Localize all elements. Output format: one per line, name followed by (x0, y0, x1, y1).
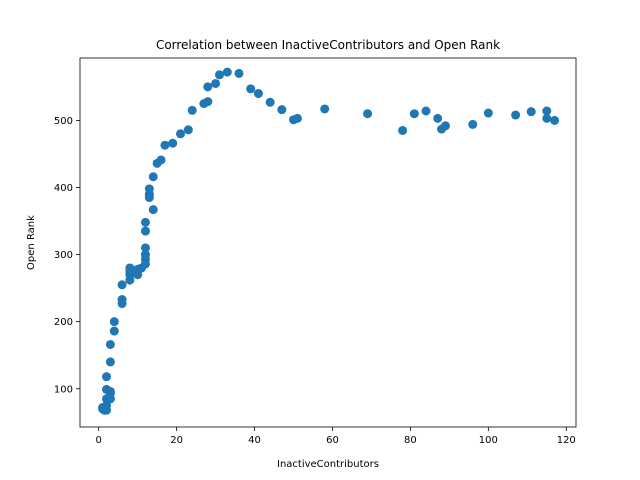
data-point-4 (101, 405, 111, 415)
data-point-33 (144, 184, 154, 194)
data-point-65 (483, 108, 493, 118)
data-point-21 (125, 263, 135, 273)
data-point-30 (140, 217, 150, 227)
x-axis-ticks: 0 20 40 60 80 100 120 (96, 427, 576, 446)
x-tick-label-2: 40 (248, 435, 261, 446)
chart-title: Correlation between InactiveContributors… (156, 38, 500, 52)
data-point-61 (433, 113, 443, 123)
data-point-13 (109, 326, 119, 336)
y-tick-label-4: 500 (54, 116, 73, 127)
points-layer (98, 67, 560, 415)
data-point-28 (140, 243, 150, 253)
data-point-53 (277, 105, 287, 115)
data-point-47 (214, 70, 224, 80)
y-tick-label-2: 300 (54, 250, 73, 261)
data-point-49 (234, 68, 244, 78)
data-point-67 (526, 107, 536, 117)
data-point-16 (117, 295, 127, 305)
x-tick-label-5: 100 (479, 435, 498, 446)
data-point-17 (117, 280, 127, 290)
data-point-27 (140, 250, 150, 260)
data-point-68 (542, 106, 552, 116)
data-point-63 (440, 121, 450, 131)
data-point-38 (160, 140, 170, 150)
data-point-10 (105, 394, 115, 404)
x-axis-label: InactiveContributors (277, 459, 379, 470)
x-tick-label-3: 60 (326, 435, 339, 446)
data-point-52 (265, 97, 275, 107)
data-point-41 (183, 125, 193, 135)
data-point-42 (187, 105, 197, 115)
data-point-69 (542, 113, 552, 123)
data-point-59 (409, 109, 419, 119)
x-tick-label-4: 80 (404, 435, 417, 446)
x-tick-label-6: 120 (557, 435, 576, 446)
data-point-51 (253, 89, 263, 99)
y-tick-label-3: 400 (54, 183, 73, 194)
data-point-11 (105, 357, 115, 367)
y-axis-ticks: 100 200 300 400 500 (54, 116, 80, 395)
data-point-50 (246, 84, 256, 94)
x-tick-label-1: 20 (170, 435, 183, 446)
data-point-66 (511, 110, 521, 120)
data-point-12 (105, 339, 115, 349)
data-point-37 (156, 155, 166, 165)
data-point-39 (168, 138, 178, 148)
data-point-46 (211, 78, 221, 88)
x-tick-label-0: 0 (96, 435, 102, 446)
data-point-44 (203, 97, 213, 107)
data-point-56 (320, 104, 330, 114)
data-point-35 (148, 172, 158, 182)
data-point-40 (176, 129, 186, 139)
y-tick-label-1: 200 (54, 317, 73, 328)
data-point-34 (148, 205, 158, 215)
data-point-70 (550, 115, 560, 125)
data-point-14 (109, 317, 119, 327)
y-tick-label-0: 100 (54, 384, 73, 395)
plot-frame (79, 57, 577, 428)
data-point-60 (421, 106, 431, 116)
data-point-64 (468, 119, 478, 129)
data-point-45 (203, 82, 213, 92)
data-point-7 (101, 372, 111, 382)
data-point-29 (140, 226, 150, 236)
data-point-55 (292, 113, 302, 123)
data-point-57 (363, 109, 373, 119)
data-point-58 (398, 125, 408, 135)
y-axis-label: Open Rank (26, 215, 37, 270)
data-point-48 (222, 67, 232, 77)
